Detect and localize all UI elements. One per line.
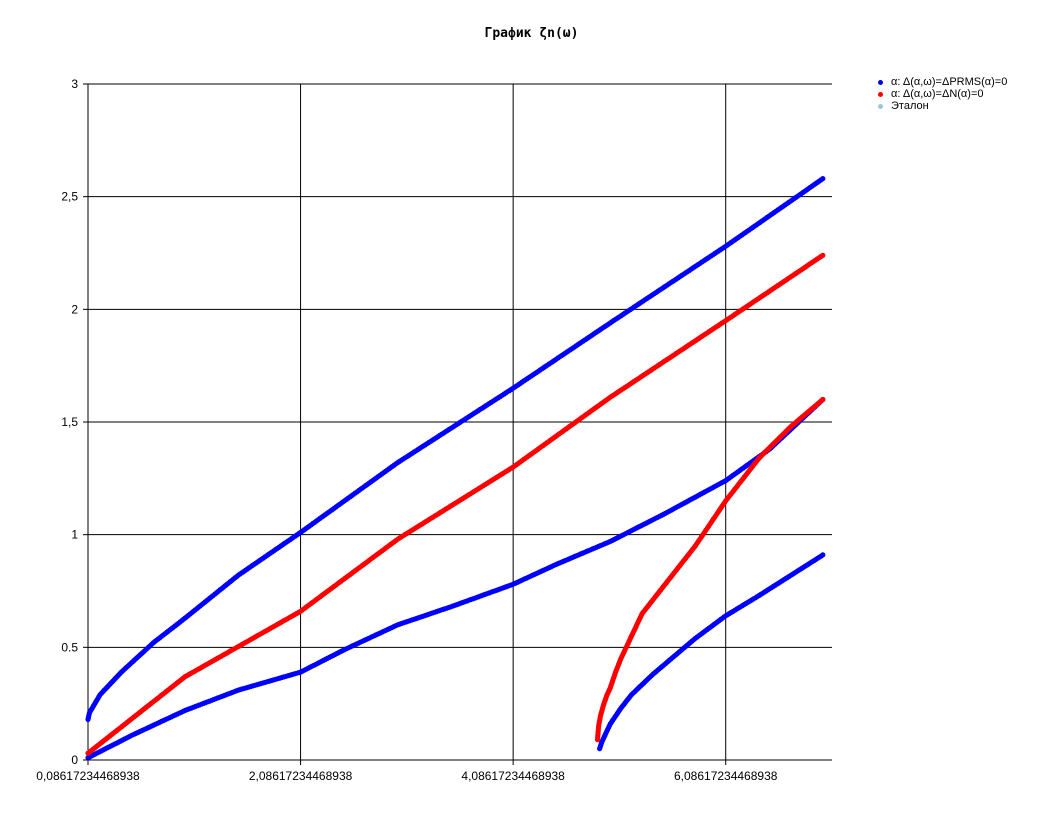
- legend-item: α: Δ(α,ω)=ΔPRMS(α)=0: [878, 76, 1007, 88]
- chart-title: График ζn(ω): [484, 26, 579, 41]
- legend-label: α: Δ(α,ω)=ΔPRMS(α)=0: [891, 76, 1008, 88]
- legend-label: α: Δ(α,ω)=ΔN(α)=0: [891, 88, 984, 100]
- legend-label: Эталон: [891, 100, 929, 112]
- x-tick-label: 4,08617234468938: [461, 769, 565, 783]
- y-tick-label: 2: [71, 302, 78, 316]
- x-tick-label: 2,08617234468938: [249, 769, 353, 783]
- data-point: [820, 552, 826, 558]
- y-tick-label: 1,5: [61, 415, 78, 429]
- series-layer: [85, 176, 826, 761]
- legend-item: Эталон: [878, 100, 1007, 112]
- x-tick-label: 0,08617234468938: [36, 769, 140, 783]
- legend-item: α: Δ(α,ω)=ΔN(α)=0: [878, 88, 1007, 100]
- data-point: [820, 176, 826, 182]
- y-tick-label: 2,5: [61, 190, 78, 204]
- data-point: [820, 396, 826, 403]
- legend-marker-icon: [878, 103, 883, 109]
- legend: α: Δ(α,ω)=ΔPRMS(α)=0 α: Δ(α,ω)=ΔN(α)=0 Эта…: [878, 76, 1007, 112]
- tick-layer: 0 0.5 1 1,5 2 2,5 3 0,08617234468938 2,086172344…: [36, 77, 777, 783]
- series-1: [85, 252, 826, 756]
- legend-marker-icon: [878, 91, 883, 97]
- x-tick-label: 6,08617234468938: [674, 769, 778, 783]
- legend-marker-icon: [878, 79, 883, 85]
- y-tick-label: 3: [71, 77, 78, 91]
- y-tick-label: 0.5: [61, 640, 78, 654]
- y-tick-label: 0: [71, 753, 78, 767]
- data-point: [820, 252, 826, 258]
- y-tick-label: 1: [71, 528, 78, 542]
